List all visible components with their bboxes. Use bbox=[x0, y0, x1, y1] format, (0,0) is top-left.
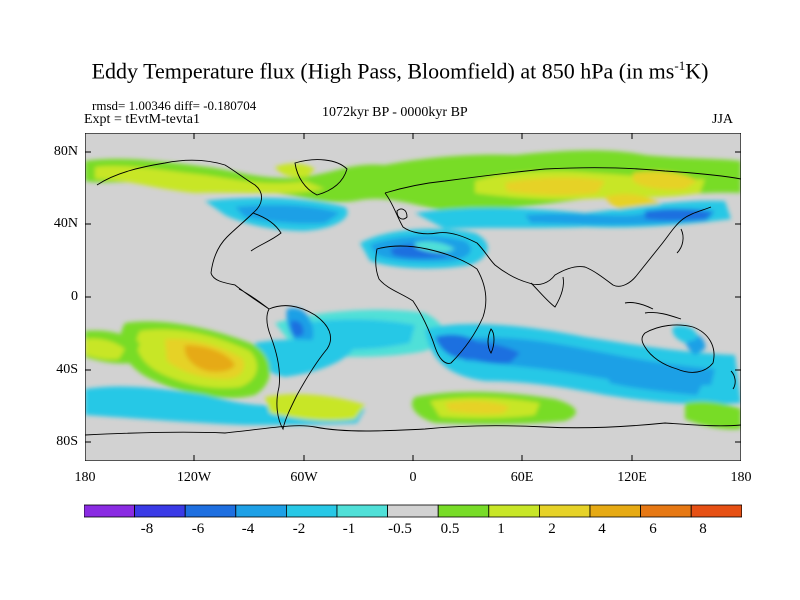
lon-label-60e: 60E bbox=[510, 470, 534, 485]
axis-ticks bbox=[85, 133, 741, 461]
colorbar-label: -2 bbox=[292, 521, 306, 537]
lat-label-40s: 40S bbox=[56, 362, 78, 377]
colorbar-label: 1 bbox=[497, 521, 505, 537]
colorbar-box bbox=[690, 504, 742, 518]
period-label: 1072kyr BP - 0000kyr BP bbox=[322, 105, 468, 120]
colorbar-label: 6 bbox=[649, 521, 657, 537]
coastlines bbox=[85, 159, 741, 436]
colorbar-label: -8 bbox=[140, 521, 154, 537]
stats-text: rmsd= 1.00346 diff= -0.180704 bbox=[92, 98, 257, 113]
colorbar-box bbox=[336, 504, 388, 518]
colorbar-box bbox=[134, 504, 186, 518]
lat-label-0: 0 bbox=[71, 289, 78, 304]
colorbar-label: 0.5 bbox=[440, 521, 460, 537]
colorbar-box bbox=[538, 504, 591, 518]
experiment-label: Expt = tEvtM-tevta1 bbox=[84, 112, 200, 127]
lon-label-180e: 180 bbox=[730, 470, 752, 485]
colorbar-label: 8 bbox=[699, 521, 707, 537]
flux-field bbox=[85, 150, 741, 430]
lat-label-80s: 80S bbox=[56, 434, 78, 449]
colorbar-label: 2 bbox=[548, 521, 556, 537]
colorbar-box bbox=[640, 504, 692, 518]
colorbar-label: -4 bbox=[241, 521, 255, 537]
colorbar-label: -1 bbox=[342, 521, 356, 537]
lat-label-40n: 40N bbox=[53, 216, 78, 231]
lon-label-60w: 60W bbox=[290, 470, 318, 485]
colorbar-box bbox=[387, 504, 439, 518]
season-label: JJA bbox=[712, 112, 734, 127]
lon-label-120e: 120E bbox=[617, 470, 647, 485]
colorbar-box bbox=[437, 504, 490, 518]
colorbar-box bbox=[184, 504, 237, 518]
colorbar-label: -0.5 bbox=[388, 521, 412, 537]
lon-label-120w: 120W bbox=[176, 470, 212, 485]
colorbar-box bbox=[488, 504, 540, 518]
colorbar-box bbox=[235, 504, 287, 518]
colorbar-label: -6 bbox=[191, 521, 205, 537]
colorbar-box bbox=[589, 504, 641, 518]
colorbar-label: 4 bbox=[598, 521, 606, 537]
plot-title: Eddy Temperature flux (High Pass, Bloomf… bbox=[91, 58, 709, 84]
colorbar-box bbox=[285, 504, 338, 518]
colorbar bbox=[84, 504, 742, 518]
map-plot bbox=[85, 133, 741, 461]
lon-label-0: 0 bbox=[409, 470, 417, 485]
lon-label-180w: 180 bbox=[74, 470, 96, 485]
colorbar-box bbox=[84, 504, 135, 518]
lat-label-80n: 80N bbox=[53, 144, 78, 159]
